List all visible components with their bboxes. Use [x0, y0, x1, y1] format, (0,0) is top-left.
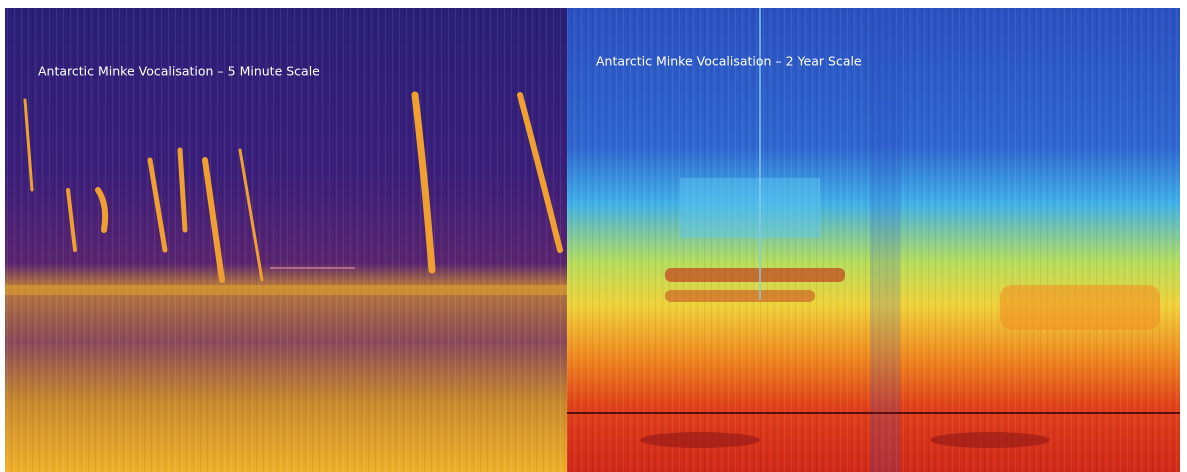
orange-patch [1000, 285, 1160, 330]
panel-title: Antarctic Minke Vocalisation – 5 Minute … [38, 64, 320, 79]
red-band [665, 290, 815, 302]
spectrogram-figure: Antarctic Minke Vocalisation – 5 Minute … [0, 0, 1187, 472]
panel-title: Antarctic Minke Vocalisation – 2 Year Sc… [596, 54, 862, 69]
dark-blob [930, 432, 1050, 448]
dark-column [870, 8, 900, 472]
dark-blob [640, 432, 760, 448]
cyan-patch [680, 178, 820, 238]
right-spectrogram [567, 8, 1180, 472]
red-band [665, 268, 845, 282]
noise-band [5, 285, 567, 295]
page: Antarctic Minke Vocalisation – 5 Minute … [0, 0, 1187, 472]
